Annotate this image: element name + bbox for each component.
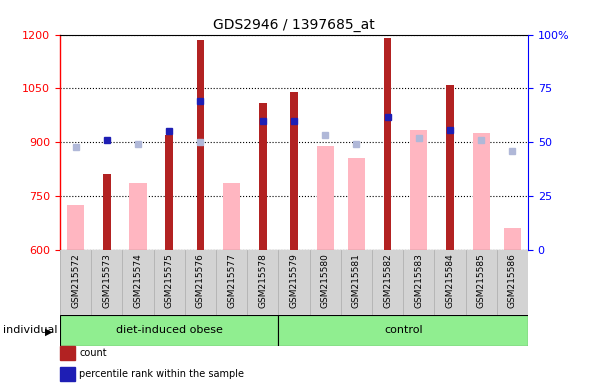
Text: GSM215572: GSM215572 [71, 253, 80, 308]
Bar [130, 183, 146, 250]
Bar [259, 103, 266, 250]
Bar [223, 183, 240, 250]
Bar [446, 85, 454, 250]
Bar [166, 135, 173, 250]
Text: diet-induced obese: diet-induced obese [116, 325, 223, 335]
Text: GSM215578: GSM215578 [258, 253, 267, 308]
Text: ▶: ▶ [45, 327, 53, 337]
Bar [473, 133, 490, 250]
Bar [504, 228, 521, 250]
Bar [278, 315, 528, 346]
Text: GSM215580: GSM215580 [320, 253, 330, 308]
Bar [384, 38, 391, 250]
Text: GSM215579: GSM215579 [290, 253, 299, 308]
Text: count: count [79, 348, 107, 358]
Text: GSM215586: GSM215586 [508, 253, 517, 308]
Bar [317, 146, 334, 250]
Bar [348, 158, 365, 250]
Bar [410, 129, 427, 250]
Text: GSM215583: GSM215583 [414, 253, 424, 308]
Text: GSM215581: GSM215581 [352, 253, 361, 308]
Bar [197, 40, 204, 250]
Bar [103, 174, 110, 250]
Text: GSM215582: GSM215582 [383, 253, 392, 308]
Text: GSM215574: GSM215574 [133, 253, 143, 308]
Text: GSM215585: GSM215585 [476, 253, 485, 308]
Title: GDS2946 / 1397685_at: GDS2946 / 1397685_at [213, 18, 375, 32]
Bar [290, 92, 298, 250]
Text: percentile rank within the sample: percentile rank within the sample [79, 369, 244, 379]
Bar [60, 315, 278, 346]
Text: GSM215584: GSM215584 [445, 253, 455, 308]
Text: GSM215576: GSM215576 [196, 253, 205, 308]
Text: GSM215577: GSM215577 [227, 253, 236, 308]
Text: individual: individual [3, 325, 58, 335]
Text: GSM215573: GSM215573 [102, 253, 112, 308]
Text: GSM215575: GSM215575 [164, 253, 174, 308]
Text: control: control [384, 325, 422, 335]
Bar [67, 205, 84, 250]
